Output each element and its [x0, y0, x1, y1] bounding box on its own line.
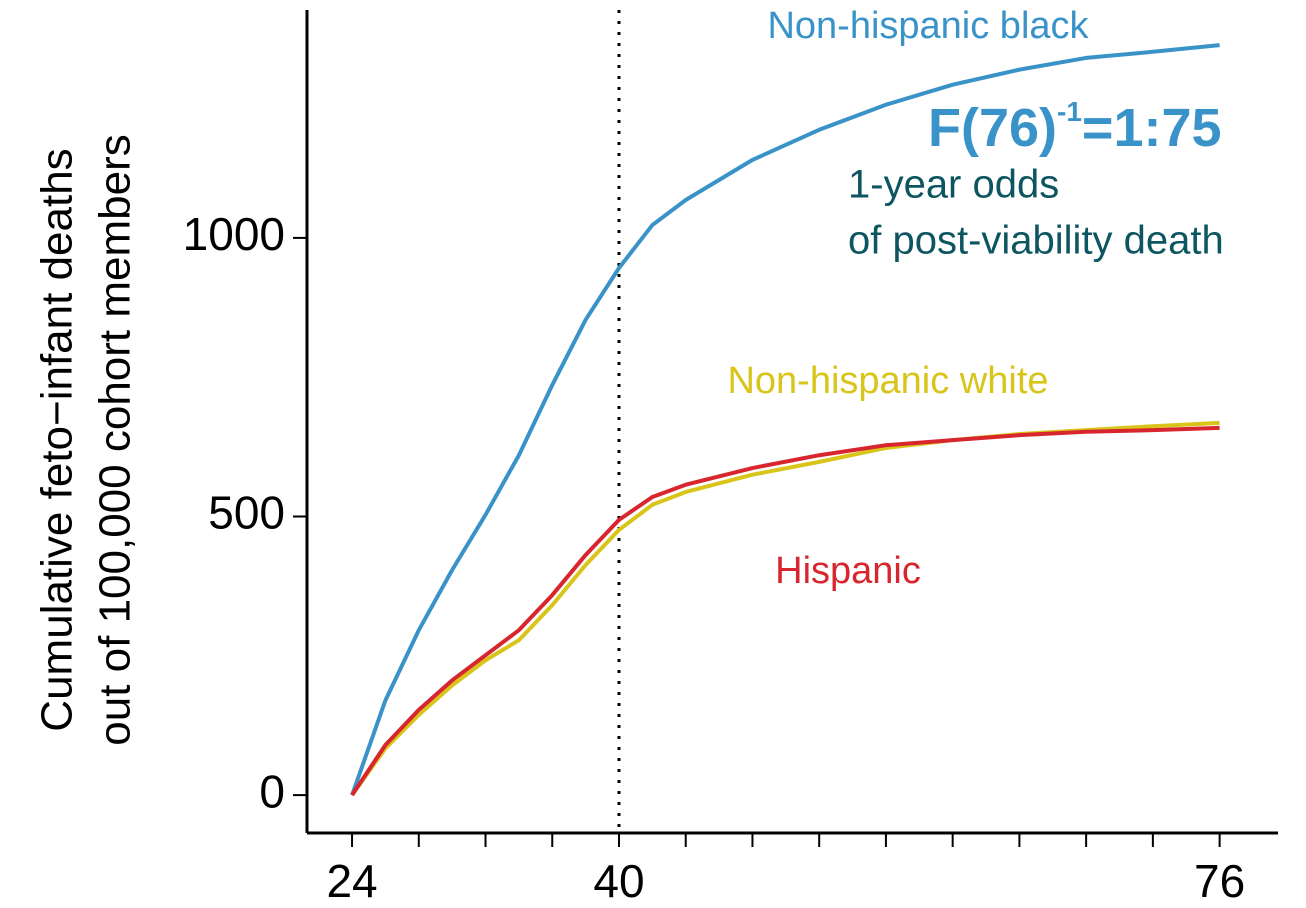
series-label: Non-hispanic white	[727, 360, 1048, 402]
series-line	[350, 420, 1220, 797]
y-tick-label: 500	[208, 487, 285, 539]
odds-caption: 1-year odds	[848, 163, 1059, 207]
series-label: Hispanic	[775, 550, 921, 592]
y-tick-label: 0	[259, 765, 285, 817]
y-label-line: Cumulative feto−infant deaths	[33, 148, 82, 731]
x-tick-label: 76	[1194, 855, 1245, 907]
odds-sup: -1	[1057, 96, 1082, 127]
odds-base: F(76)	[928, 98, 1057, 158]
odds-caption: of post-viability death	[848, 219, 1224, 263]
y-axis-label: Cumulative feto−infant deaths out of 100…	[33, 134, 140, 745]
y-tick-label: 1000	[183, 208, 285, 260]
y-label-line: out of 100,000 cohort members	[91, 134, 140, 745]
x-tick-label: 40	[593, 855, 644, 907]
series-label: Non-hispanic black	[767, 5, 1089, 47]
series-line	[350, 425, 1220, 797]
x-tick-label: 24	[326, 855, 377, 907]
series-line	[350, 43, 1220, 796]
odds-rest: =1:75	[1082, 98, 1222, 158]
odds-annotation: F(76)-1=1:75	[928, 96, 1222, 158]
